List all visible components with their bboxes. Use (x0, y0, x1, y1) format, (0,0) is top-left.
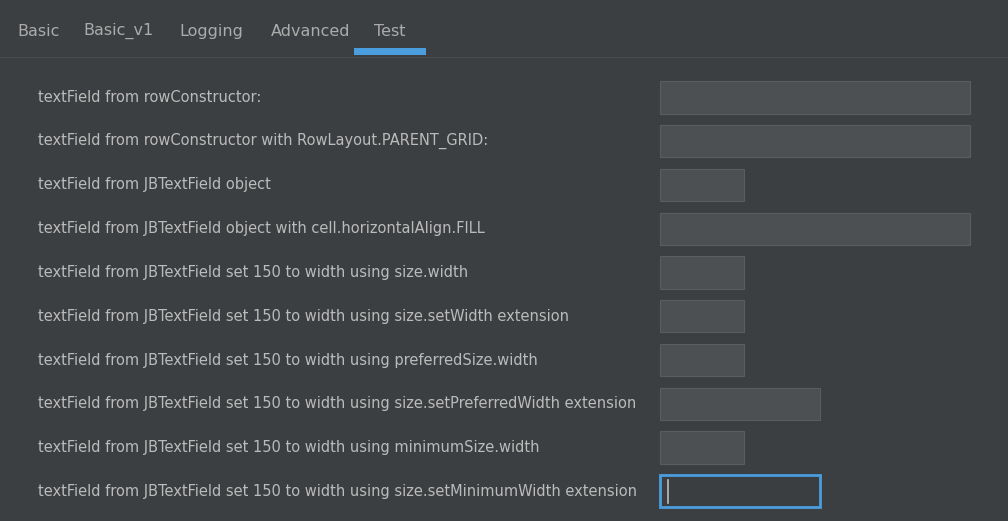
Bar (660, 256, 744, 289)
Text: Test: Test (374, 24, 406, 39)
Text: textField from JBTextField set 150 to width using preferredSize.width: textField from JBTextField set 150 to wi… (38, 353, 538, 367)
Bar (660, 388, 820, 420)
Text: textField from JBTextField object: textField from JBTextField object (38, 178, 271, 192)
Bar (660, 169, 744, 201)
Bar (660, 125, 970, 157)
Bar (660, 300, 744, 332)
Text: textField from JBTextField object with cell.horizontalAlign.FILL: textField from JBTextField object with c… (38, 221, 485, 236)
Text: textField from rowConstructor:: textField from rowConstructor: (38, 90, 262, 105)
Bar (660, 213, 970, 245)
Text: textField from JBTextField set 150 to width using size.setMinimumWidth extension: textField from JBTextField set 150 to wi… (38, 484, 637, 499)
Text: textField from JBTextField set 150 to width using size.width: textField from JBTextField set 150 to wi… (38, 265, 469, 280)
Text: Advanced: Advanced (271, 24, 350, 39)
Bar (354, 48, 426, 55)
Text: textField from JBTextField set 150 to width using size.setWidth extension: textField from JBTextField set 150 to wi… (38, 309, 570, 324)
Text: Logging: Logging (179, 24, 244, 39)
Bar (660, 431, 744, 464)
Bar (660, 81, 970, 114)
Text: textField from rowConstructor with RowLayout.PARENT_GRID:: textField from rowConstructor with RowLa… (38, 133, 489, 150)
Bar (660, 475, 820, 507)
Text: Basic: Basic (17, 24, 59, 39)
Text: textField from JBTextField set 150 to width using minimumSize.width: textField from JBTextField set 150 to wi… (38, 440, 540, 455)
Text: textField from JBTextField set 150 to width using size.setPreferredWidth extensi: textField from JBTextField set 150 to wi… (38, 396, 637, 411)
Bar (660, 344, 744, 376)
Text: Basic_v1: Basic_v1 (84, 23, 154, 40)
